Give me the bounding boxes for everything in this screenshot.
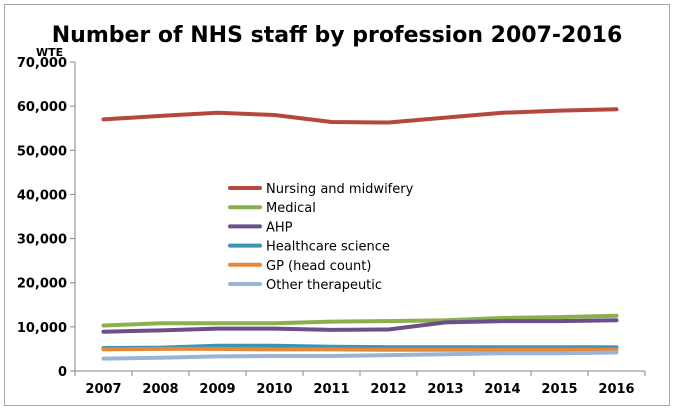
x-tick-label: 2008 [142,382,178,397]
y-tick-label: 0 [58,365,67,380]
series-line-gp-head-count [101,346,619,352]
legend-label-healthcare-science: Healthcare science [266,240,390,255]
x-tick-label: 2015 [541,382,577,397]
x-tick-label: 2011 [313,382,349,397]
legend-label-medical: Medical [266,201,316,216]
x-tick-label: 2007 [85,382,121,397]
x-tick-label: 2014 [484,382,520,397]
y-tick-label: 10,000 [17,321,67,336]
chart-frame [4,4,670,406]
y-tick-label: 20,000 [17,277,67,292]
x-tick-label: 2012 [370,382,406,397]
series-line-ahp [101,318,619,334]
legend-label-other-therapeutic: Other therapeutic [266,278,382,293]
y-tick-label: 50,000 [17,144,67,159]
y-tick-label: 70,000 [17,56,67,71]
legend: Nursing and midwifery Medical AHP Healthcar… [228,182,414,293]
x-tick-label: 2010 [256,382,292,397]
x-tick-label: 2013 [427,382,463,397]
x-tick-label: 2009 [199,382,235,397]
series-line-medical [101,313,619,328]
x-axis-ticks: 2007 2008 2009 2010 2011 2012 2013 2014 2015 2016 [74,371,646,397]
y-tick-label: 40,000 [17,188,67,203]
x-tick-label: 2016 [598,382,634,397]
series-line-nursing-and-midwifery [101,107,619,125]
y-tick-label: 30,000 [17,233,67,248]
legend-label-gp-head-count: GP (head count) [266,259,371,274]
chart-title: Number of NHS staff by profession 2007-2… [52,23,623,48]
y-axis-unit-label: WTE [36,46,63,59]
series-line-other-therapeutic [101,350,619,361]
series-line-healthcare-science [101,343,619,350]
legend-label-ahp: AHP [266,220,293,235]
legend-label-nursing-and-midwifery: Nursing and midwifery [266,182,414,197]
y-axis-ticks: 0 10,000 20,000 30,000 40,000 50,000 60,000 70,… [17,56,75,380]
series-lines [101,107,619,361]
y-tick-label: 60,000 [17,100,67,115]
